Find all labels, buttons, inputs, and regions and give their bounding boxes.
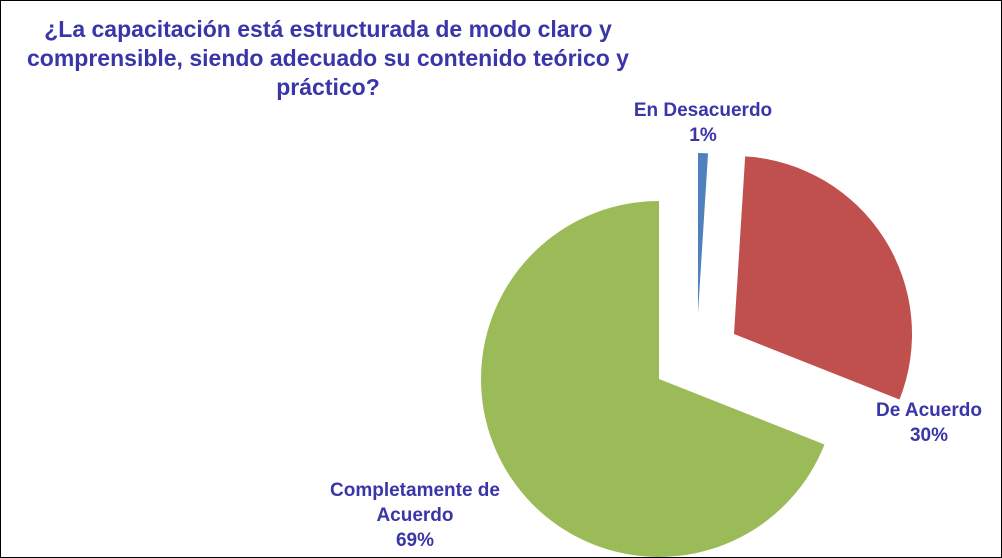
slice-percent: 1% bbox=[689, 125, 717, 146]
pie-slice bbox=[734, 156, 913, 400]
slice-category: En Desacuerdo bbox=[633, 100, 773, 121]
slice-percent: 30% bbox=[909, 425, 949, 446]
pie-slice bbox=[481, 201, 825, 557]
pie-slice bbox=[698, 153, 709, 313]
slice-percent: 69% bbox=[395, 530, 435, 551]
slice-label: De Acuerdo 30% bbox=[849, 398, 1001, 448]
slice-label: Completamente de Acuerdo 69% bbox=[315, 478, 515, 553]
slice-category: De Acuerdo bbox=[876, 400, 982, 421]
slice-category: Completamente de Acuerdo bbox=[330, 480, 500, 526]
chart-title: ¿La capacitación está estructurada de mo… bbox=[27, 16, 629, 100]
slice-label: En Desacuerdo 1% bbox=[603, 98, 803, 148]
